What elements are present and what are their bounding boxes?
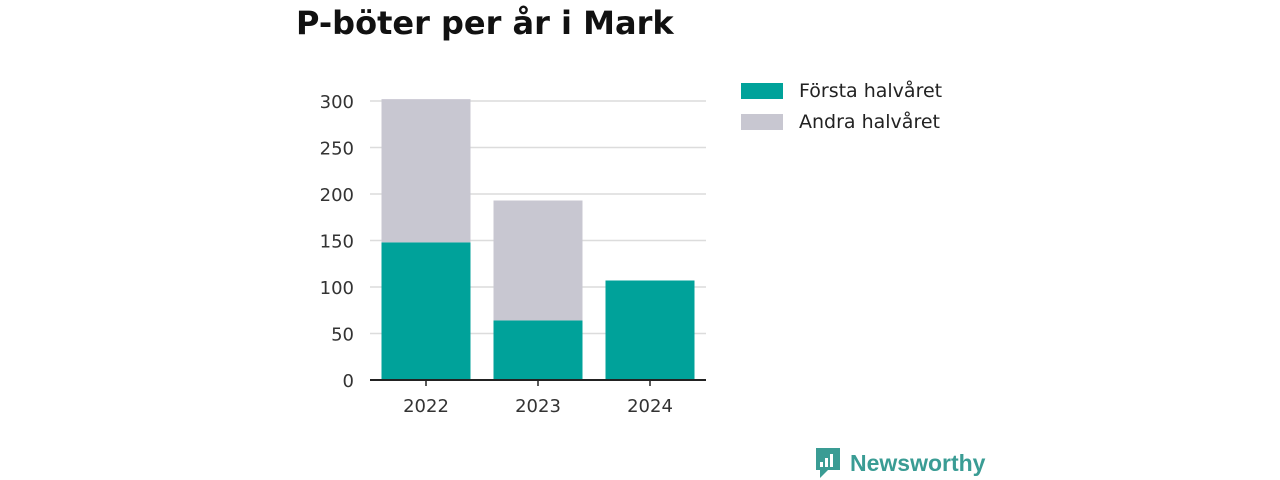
legend: Första halvåret Andra halvåret: [741, 76, 942, 138]
brand-name: Newsworthy: [850, 449, 986, 476]
y-tick-label: 100: [320, 278, 354, 299]
bars: [381, 99, 695, 380]
bar-first-half-2024: [605, 280, 695, 380]
x-tick-label: 2023: [515, 396, 561, 417]
y-tick-label: 300: [320, 92, 354, 113]
y-tick-label: 50: [331, 325, 354, 346]
x-tick-label: 2024: [627, 396, 673, 417]
bar-second-half-2023: [493, 200, 583, 321]
y-axis-ticks: 0 50 100 150 200 250 300: [320, 92, 354, 392]
legend-label-first-half: Första halvåret: [799, 80, 943, 102]
bar-first-half-2023: [493, 320, 583, 380]
legend-item-first-half: Första halvåret: [741, 76, 942, 106]
y-tick-label: 200: [320, 185, 354, 206]
y-tick-label: 250: [320, 139, 354, 160]
legend-item-second-half: Andra halvåret: [741, 107, 942, 137]
brand-logo: Newsworthy: [814, 446, 985, 480]
x-tick-label: 2022: [403, 396, 449, 417]
legend-swatch-first-half: [741, 83, 783, 99]
x-axis-ticks: 2022 2023 2024: [403, 380, 673, 417]
bar-second-half-2022: [381, 99, 471, 243]
legend-label-second-half: Andra halvåret: [799, 111, 940, 133]
chart-title: P-böter per år i Mark: [296, 4, 674, 42]
y-tick-label: 150: [320, 232, 354, 253]
legend-swatch-second-half: [741, 114, 783, 130]
y-tick-label: 0: [343, 371, 354, 392]
bar-first-half-2022: [381, 242, 471, 380]
newsworthy-logo-icon: [816, 448, 840, 478]
